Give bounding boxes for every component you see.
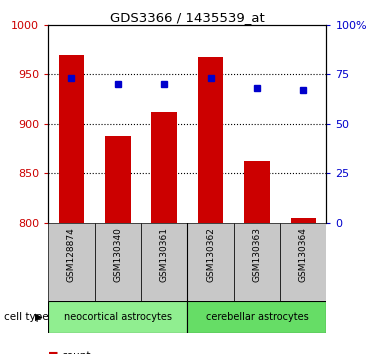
Bar: [151, 112, 177, 223]
Text: ■: ■: [48, 351, 59, 354]
Bar: [59, 55, 84, 223]
Bar: [95, 223, 141, 301]
Text: GSM130364: GSM130364: [299, 227, 308, 282]
Text: cell type: cell type: [4, 312, 48, 322]
Bar: [141, 223, 187, 301]
Text: GSM130361: GSM130361: [160, 227, 169, 282]
Bar: [244, 161, 270, 223]
Title: GDS3366 / 1435539_at: GDS3366 / 1435539_at: [110, 11, 265, 24]
Bar: [290, 218, 316, 223]
Bar: [48, 301, 187, 333]
Bar: [234, 223, 280, 301]
Text: neocortical astrocytes: neocortical astrocytes: [64, 312, 172, 322]
Bar: [198, 57, 223, 223]
Text: count: count: [61, 351, 91, 354]
Bar: [187, 223, 234, 301]
Bar: [280, 223, 326, 301]
Text: GSM130362: GSM130362: [206, 227, 215, 282]
Text: GSM130340: GSM130340: [113, 227, 122, 282]
Text: ▶: ▶: [35, 312, 42, 322]
Bar: [187, 301, 326, 333]
Bar: [105, 136, 131, 223]
Bar: [48, 223, 95, 301]
Text: cerebellar astrocytes: cerebellar astrocytes: [206, 312, 308, 322]
Text: GSM130363: GSM130363: [252, 227, 262, 282]
Text: GSM128874: GSM128874: [67, 227, 76, 282]
